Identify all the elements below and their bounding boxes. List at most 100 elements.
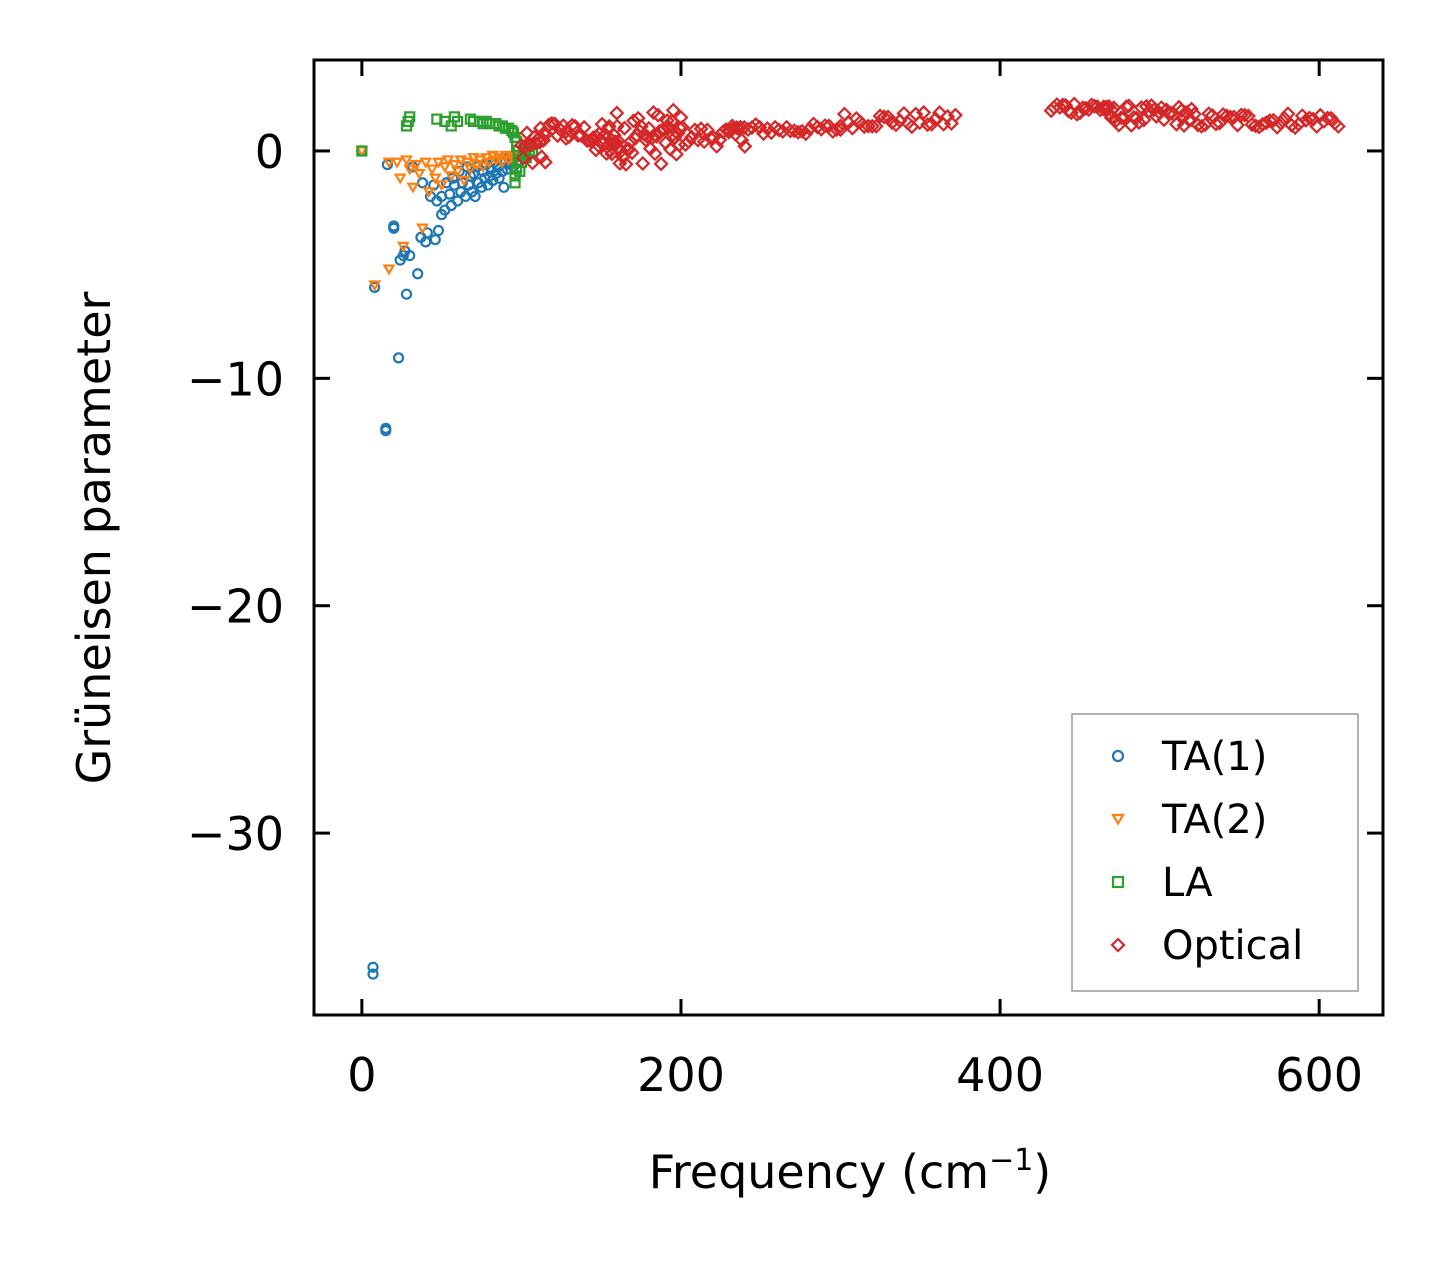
- data-point: [1136, 112, 1152, 128]
- data-point: [406, 182, 420, 194]
- data-point: [912, 114, 928, 131]
- data-point: [369, 281, 381, 293]
- data-point: [1276, 110, 1292, 126]
- data-point: [524, 155, 541, 171]
- data-point: [1194, 118, 1210, 134]
- data-point: [367, 961, 379, 973]
- data-point: [451, 115, 464, 127]
- data-point: [1131, 114, 1147, 130]
- data-point: [880, 109, 896, 125]
- data-point: [451, 166, 465, 178]
- plot-points: [355, 96, 1346, 980]
- data-point: [483, 157, 496, 169]
- legend-label: TA(2): [1161, 797, 1267, 843]
- data-point: [598, 145, 615, 162]
- data-point: [665, 102, 681, 118]
- data-point: [702, 130, 719, 146]
- data-point: [463, 164, 477, 176]
- data-point: [425, 164, 439, 176]
- y-tick-label-3: −30: [187, 807, 284, 861]
- x-tick-label-2: 400: [956, 1048, 1044, 1102]
- data-point: [447, 172, 459, 184]
- data-point: [356, 145, 368, 157]
- data-point: [732, 119, 748, 135]
- data-point: [725, 121, 741, 137]
- data-point: [367, 968, 379, 980]
- data-point: [1201, 106, 1217, 122]
- data-point: [444, 188, 456, 200]
- data-point: [829, 122, 845, 138]
- data-point: [734, 132, 750, 148]
- data-point: [798, 126, 814, 142]
- data-point: [382, 264, 396, 276]
- series-optical: [513, 96, 1346, 172]
- data-point: [1262, 113, 1278, 129]
- data-point: [456, 177, 468, 189]
- data-point: [896, 105, 912, 122]
- legend-marker-square: [1111, 875, 1125, 889]
- data-point: [1138, 98, 1154, 114]
- x-tick-label-1: 200: [637, 1048, 725, 1102]
- data-point: [809, 119, 825, 135]
- legend-label: TA(1): [1161, 734, 1267, 780]
- data-point: [422, 187, 436, 199]
- data-point: [1258, 115, 1274, 131]
- data-point: [947, 107, 963, 123]
- data-point: [737, 138, 753, 154]
- data-point: [1319, 110, 1336, 126]
- data-point: [635, 155, 651, 172]
- data-point: [447, 159, 461, 171]
- data-point: [609, 105, 625, 121]
- data-point: [469, 190, 481, 203]
- data-point: [920, 117, 936, 133]
- data-point: [1229, 117, 1246, 133]
- data-point: [763, 125, 779, 141]
- data-point: [473, 155, 487, 167]
- legend-entry-ta-1-: TA(1): [1111, 734, 1267, 780]
- data-point: [517, 138, 533, 154]
- series-ta-2-: [355, 146, 522, 292]
- x-axis-title: Frequency (cm−1): [649, 1143, 1052, 1199]
- legend-marker-circle: [1111, 749, 1125, 763]
- data-point: [616, 120, 633, 136]
- legend-entry-la: LA: [1111, 860, 1213, 906]
- x-axis-title-superscript: −1: [989, 1143, 1033, 1178]
- data-point: [1183, 112, 1199, 128]
- data-point: [1208, 116, 1224, 132]
- data-point: [444, 171, 458, 183]
- data-point: [1116, 110, 1132, 126]
- series-la: [356, 111, 539, 189]
- x-axis-title-end: ): [1033, 1145, 1051, 1199]
- legend-marker-triangle-down: [1111, 813, 1125, 826]
- data-point: [368, 280, 382, 292]
- data-point: [515, 150, 531, 166]
- data-point: [659, 113, 675, 129]
- data-point: [428, 173, 442, 185]
- legend-entry-ta-2-: TA(2): [1111, 797, 1267, 843]
- data-point: [400, 155, 413, 167]
- axis-ticks: 0 200 400 600 0 −10 −20 −30: [187, 60, 1383, 1102]
- legend-marker-diamond: [1110, 937, 1126, 953]
- data-point: [876, 109, 892, 125]
- series-ta-1-: [356, 145, 523, 980]
- data-point: [538, 126, 554, 142]
- data-point: [429, 234, 441, 246]
- legend-entries: TA(1) TA(2) LA Optical: [1110, 734, 1303, 969]
- data-point: [647, 146, 663, 162]
- data-point: [419, 157, 433, 169]
- data-point: [381, 158, 393, 171]
- legend: TA(1) TA(2) LA Optical: [1071, 713, 1359, 992]
- data-point: [650, 107, 666, 123]
- data-point: [457, 175, 471, 187]
- data-point: [404, 111, 416, 123]
- data-point: [388, 220, 400, 232]
- data-point: [544, 115, 560, 131]
- data-point: [674, 119, 690, 135]
- data-point: [509, 177, 521, 189]
- data-point: [1330, 118, 1346, 134]
- x-tick-label-3: 600: [1275, 1048, 1363, 1102]
- data-point: [409, 159, 423, 171]
- data-point: [438, 162, 452, 174]
- data-point: [1108, 112, 1124, 128]
